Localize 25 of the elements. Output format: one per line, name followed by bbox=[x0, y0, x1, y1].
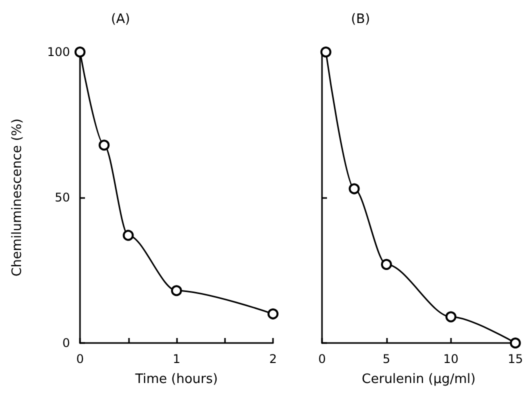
x-tick-label: 1 bbox=[172, 352, 180, 366]
x-axis-title: Time (hours) bbox=[134, 372, 218, 387]
x-tick-label: 5 bbox=[382, 352, 390, 366]
y-tick-label: 100 bbox=[47, 45, 70, 59]
x-tick-label: 2 bbox=[269, 352, 277, 366]
x-tick-label: 10 bbox=[443, 352, 459, 366]
point bbox=[74, 46, 86, 58]
x-tick-label: 0 bbox=[76, 352, 84, 366]
point bbox=[445, 311, 456, 322]
point bbox=[510, 338, 521, 348]
y-tick-label: 50 bbox=[54, 190, 70, 204]
x-tick-label: 0 bbox=[318, 352, 326, 366]
x-tick-label: 15 bbox=[508, 352, 524, 366]
y-tick-label: 0 bbox=[62, 336, 70, 350]
point bbox=[348, 183, 360, 194]
chart-title: (B) bbox=[351, 12, 370, 27]
point bbox=[171, 285, 182, 296]
chart-title: (A) bbox=[111, 12, 130, 27]
y-axis-title: Chemiluminescence (%) bbox=[10, 118, 25, 276]
point bbox=[320, 46, 332, 58]
point bbox=[122, 230, 134, 241]
point bbox=[98, 140, 110, 151]
point bbox=[268, 308, 278, 320]
point bbox=[380, 258, 392, 270]
x-axis-title: Cerulenin (μg/ml) bbox=[362, 372, 476, 387]
